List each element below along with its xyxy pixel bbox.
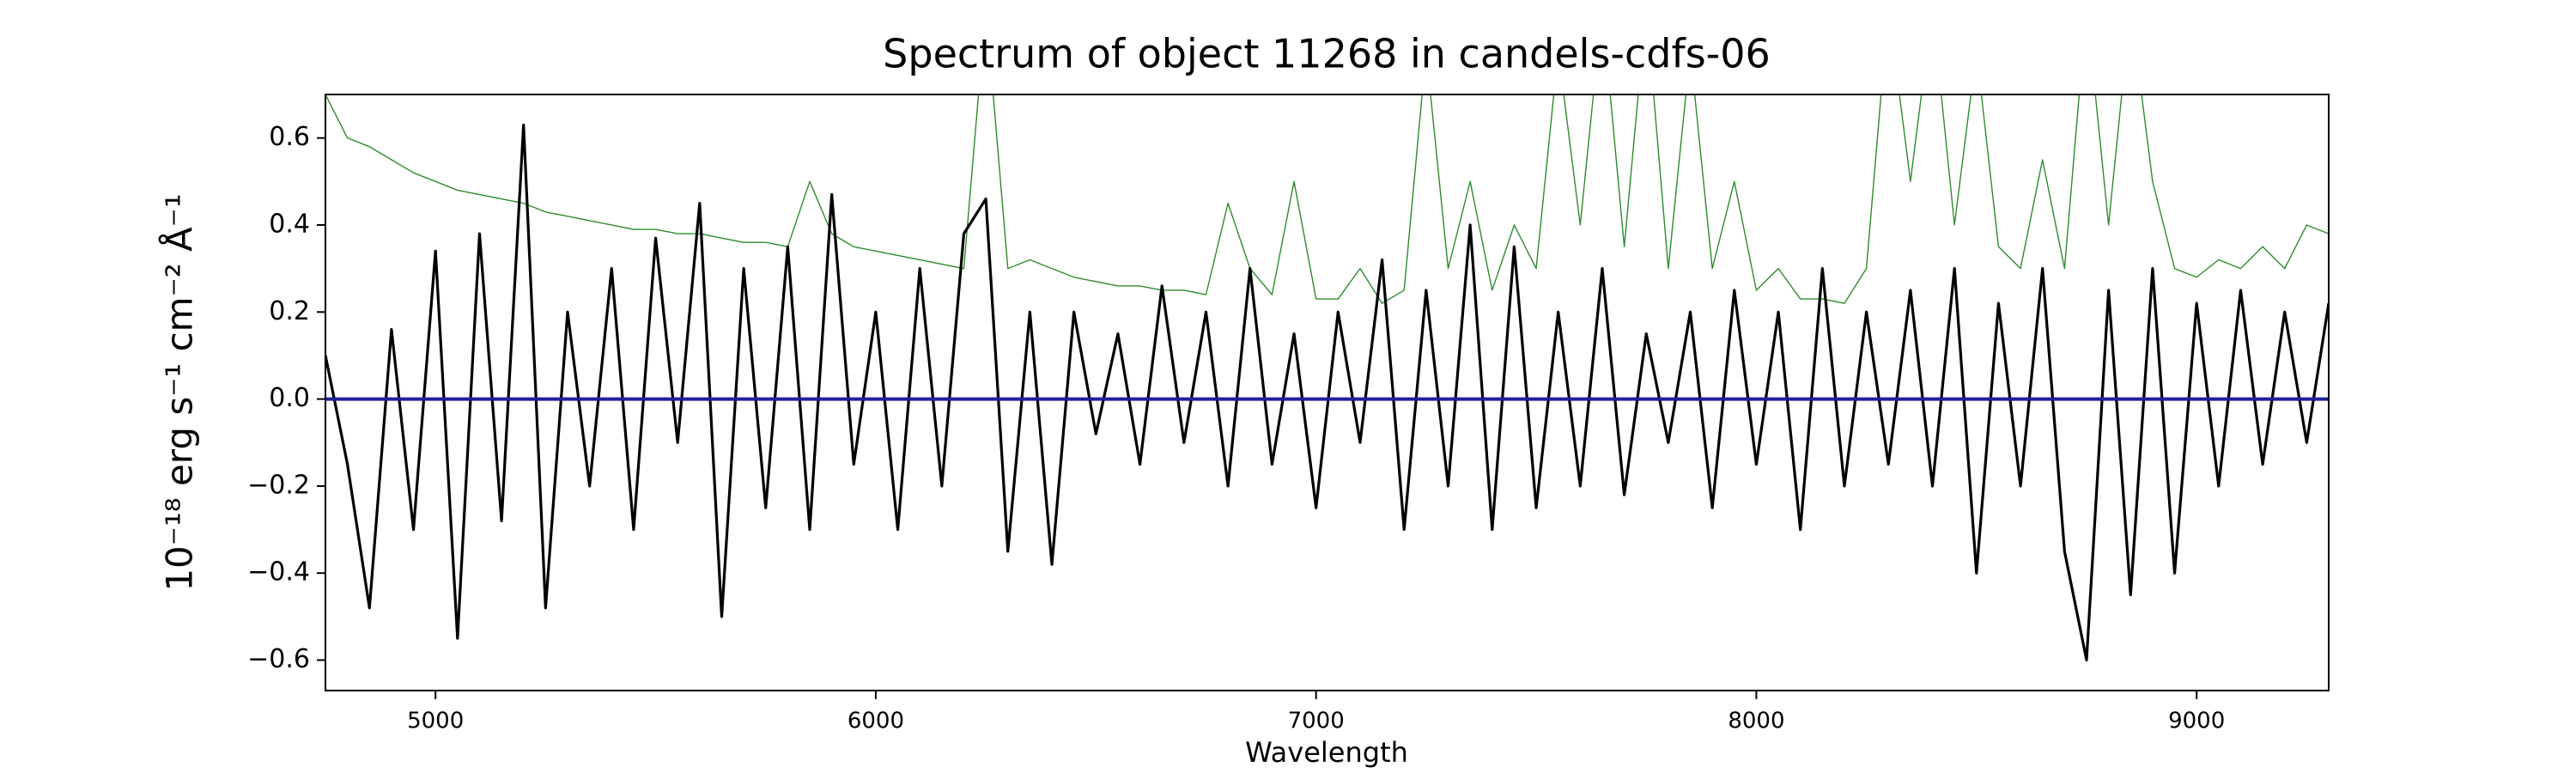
x-tick-label: 7000 <box>1288 709 1345 734</box>
chart-title: Spectrum of object 11268 in candels-cdfs… <box>883 31 1771 77</box>
x-tick-label: 5000 <box>407 709 464 734</box>
y-tick-label: 0.4 <box>269 209 310 239</box>
y-tick-label: 0.6 <box>269 122 310 152</box>
x-axis-label: Wavelength <box>1245 736 1408 769</box>
x-tick-label: 8000 <box>1728 709 1784 734</box>
y-tick-label: 0.2 <box>269 296 310 326</box>
y-tick-label: −0.2 <box>247 470 310 500</box>
y-tick-label: −0.4 <box>247 557 310 587</box>
x-tick-label: 9000 <box>2168 709 2225 734</box>
plot-lines <box>325 94 2329 662</box>
plot-frame <box>325 94 2330 691</box>
y-axis-label: 10⁻¹⁸ erg s⁻¹ cm⁻² Å⁻¹ <box>158 193 201 591</box>
spectrum-line <box>325 94 2329 304</box>
spectrum-line <box>325 123 2329 662</box>
x-tick-label: 6000 <box>848 709 904 734</box>
y-tick-label: 0.0 <box>269 383 310 413</box>
y-tick-label: −0.6 <box>247 644 310 674</box>
